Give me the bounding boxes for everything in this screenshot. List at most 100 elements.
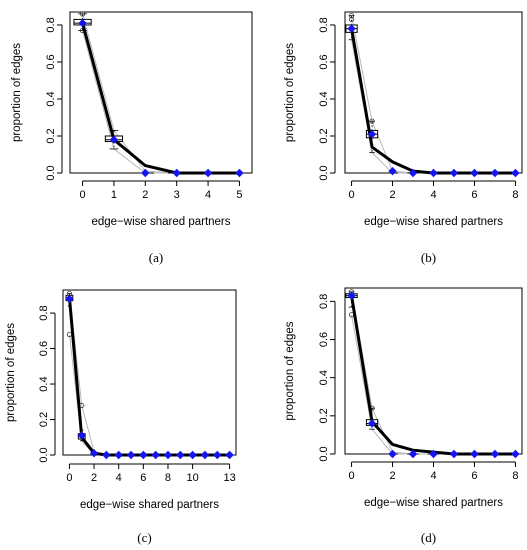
observed-point <box>114 450 123 460</box>
simulated-high-line <box>68 293 230 456</box>
panel-caption: (a) <box>149 250 163 265</box>
simulated-high-line <box>351 291 516 455</box>
x-tick-label: 6 <box>471 189 477 201</box>
x-tick-label: 8 <box>165 472 171 484</box>
y-tick-label: 0.6 <box>45 54 57 69</box>
observed-point <box>511 449 520 459</box>
observed-point <box>429 449 438 459</box>
y-tick-label: 0.0 <box>45 165 57 180</box>
y-tick-label: 0.0 <box>318 446 330 461</box>
observed-point <box>347 24 356 33</box>
observed-point <box>408 168 418 178</box>
panel-caption: (c) <box>137 530 151 545</box>
x-tick-label: 0 <box>79 189 85 201</box>
chart-panel: 0.0 0.2 0.4 0.6 0.8 proportion of edges 0 2 4 6 8 1… <box>5 289 237 545</box>
x-tick-label: 5 <box>236 189 242 201</box>
x-tick-label: 13 <box>223 472 235 484</box>
observed-point <box>490 168 500 178</box>
x-tick-label: 2 <box>91 472 97 484</box>
observed-point <box>77 431 86 440</box>
outlier-point <box>348 13 355 19</box>
x-tick-label: 6 <box>471 470 477 482</box>
y-tick-label: 0.0 <box>318 165 330 180</box>
observed-point <box>151 450 160 460</box>
y-axis-label: proportion of edges <box>284 321 296 420</box>
y-tick-label: 0.4 <box>318 91 330 106</box>
observed-point <box>347 291 356 300</box>
y-tick-label: 0.0 <box>38 447 50 462</box>
x-tick-label: 0 <box>348 470 354 482</box>
y-tick-label: 0.6 <box>38 341 50 356</box>
panel-caption: (d) <box>421 530 436 545</box>
observed-point <box>449 168 459 178</box>
observed-point <box>470 449 479 459</box>
outlier-point <box>369 118 375 124</box>
simulated-median-line <box>350 28 516 175</box>
simulated-median-line <box>350 295 516 456</box>
observed-point <box>78 18 87 28</box>
simulated-low-line <box>68 334 230 456</box>
observed-point <box>429 168 438 178</box>
y-tick-label: 0.6 <box>318 54 330 69</box>
x-tick-label: 4 <box>205 189 211 201</box>
observed-point <box>490 449 500 459</box>
x-tick-label: 2 <box>389 189 395 201</box>
observed-point <box>126 450 136 460</box>
observed-point <box>109 135 119 144</box>
y-tick-label: 0.8 <box>38 305 50 320</box>
observed-point <box>188 450 197 460</box>
x-tick-label: 8 <box>512 189 518 201</box>
observed-point <box>172 168 181 178</box>
y-tick-label: 0.8 <box>318 17 330 32</box>
observed-point <box>203 168 213 178</box>
x-axis-label: edge−wise shared partners <box>364 216 503 228</box>
observed-point <box>408 449 418 459</box>
plot-frame <box>69 11 253 174</box>
y-tick-label: 0.8 <box>45 17 57 32</box>
x-axis-label: edge−wise shared partners <box>91 216 230 228</box>
chart-panel: 0.0 0.2 0.4 0.6 0.8 proportion of edges 0 2 4 6 8 e… <box>284 11 523 265</box>
panel-caption: (b) <box>421 250 436 265</box>
x-tick-label: 4 <box>430 470 436 482</box>
x-tick-label: 2 <box>142 189 148 201</box>
observed-point <box>449 449 459 459</box>
simulated-low-line <box>351 314 516 455</box>
outlier-point <box>348 16 355 23</box>
observed-point <box>102 450 111 460</box>
x-tick-label: 0 <box>348 189 354 201</box>
y-tick-label: 0.2 <box>318 408 330 423</box>
outlier-point <box>79 11 86 17</box>
observed-point <box>163 450 173 460</box>
observed-point <box>176 450 185 460</box>
x-tick-label: 2 <box>389 470 395 482</box>
x-axis-label: edge−wise shared partners <box>80 499 219 511</box>
observed-point <box>225 450 234 460</box>
observed-point <box>235 168 244 178</box>
x-tick-label: 0 <box>66 472 72 484</box>
plot-frame <box>62 289 237 456</box>
y-tick-label: 0.4 <box>45 91 57 106</box>
observed-point <box>367 129 377 139</box>
simulated-median-line <box>67 296 230 457</box>
x-tick-label: 4 <box>116 472 122 484</box>
x-tick-label: 6 <box>140 472 146 484</box>
chart-panel: 0.0 0.2 0.4 0.6 0.8 proportion of edges 0 2 4 6 8 e… <box>284 287 523 545</box>
x-tick-label: 4 <box>430 189 436 201</box>
observed-point <box>367 419 377 428</box>
observed-point <box>89 449 99 458</box>
observed-point <box>200 450 210 460</box>
x-tick-label: 1 <box>111 189 117 201</box>
y-axis-label: proportion of edges <box>11 43 23 142</box>
observed-point <box>65 294 74 304</box>
observed-point <box>139 450 148 460</box>
observed-point <box>388 166 397 176</box>
simulated-median-line <box>81 22 240 175</box>
observed-point <box>388 449 397 459</box>
observed-point <box>470 168 479 178</box>
x-tick-label: 3 <box>174 189 180 201</box>
y-axis-label: proportion of edges <box>5 323 17 422</box>
x-tick-label: 8 <box>512 470 518 482</box>
x-axis-label: edge−wise shared partners <box>364 497 503 509</box>
y-tick-label: 0.4 <box>38 376 50 391</box>
